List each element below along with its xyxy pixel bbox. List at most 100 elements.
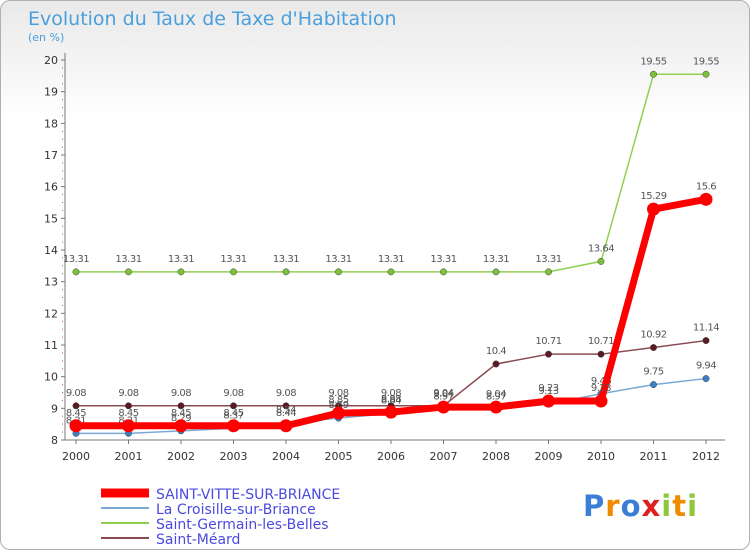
x-tick-label: 2009 [535, 450, 563, 463]
data-point [72, 268, 80, 276]
data-point [335, 268, 342, 276]
data-point [227, 419, 240, 433]
data-point [177, 268, 185, 276]
y-tick-label: 15 [44, 212, 58, 225]
y-tick-label: 11 [44, 339, 58, 352]
data-point [174, 419, 188, 433]
data-label: 13.64 [588, 243, 614, 254]
data-label: 9.04 [486, 389, 506, 400]
data-label: 13.31 [430, 254, 456, 265]
y-tick-label: 12 [44, 307, 58, 320]
data-label: 9.04 [433, 388, 453, 399]
y-tick-label: 17 [44, 149, 58, 162]
data-point [437, 400, 450, 414]
data-point [702, 375, 710, 383]
data-label: 8.88 [381, 394, 401, 405]
data-label: 10.4 [486, 346, 506, 357]
data-label: 11.14 [693, 323, 719, 334]
y-tick-label: 8 [51, 434, 58, 447]
data-point [597, 257, 605, 265]
data-point [122, 419, 135, 433]
x-tick-label: 2006 [377, 450, 405, 463]
data-label: 8.84 [381, 395, 401, 406]
data-point [702, 70, 710, 78]
data-label: 13.31 [325, 254, 351, 265]
data-label: 9.23 [538, 383, 558, 394]
x-tick-label: 2012 [692, 450, 720, 463]
data-label: 9.13 [538, 386, 558, 397]
legend-label: La Croisille-sur-Briance [156, 502, 316, 518]
data-label: 19.55 [693, 56, 719, 67]
data-label: 9.04 [433, 389, 453, 400]
data-label: 13.31 [220, 254, 246, 265]
y-axis-unit-label: (en %) [28, 31, 64, 44]
data-point [69, 419, 83, 433]
data-point [282, 268, 290, 276]
data-label: 9.08 [381, 388, 401, 399]
data-label: 9.46 [591, 376, 611, 387]
data-label: 13.31 [63, 254, 89, 265]
data-point [489, 400, 503, 414]
series-line-Saint-Germain-les-Belles [75, 73, 707, 273]
data-point [440, 268, 447, 276]
data-label: 8.45 [66, 408, 86, 419]
data-point [492, 360, 500, 368]
data-label: 9.94 [696, 361, 716, 372]
data-point [545, 268, 552, 276]
data-point [702, 337, 710, 345]
data-point [332, 406, 345, 420]
data-label: 8.85 [328, 395, 348, 406]
logo-letter: x [641, 489, 662, 523]
data-label: 9.08 [171, 388, 191, 399]
data-label: 15.29 [640, 191, 666, 202]
data-label: 15.6 [696, 181, 716, 192]
data-label: 8.45 [171, 408, 191, 419]
proxiti-logo: Proxiti [583, 489, 698, 523]
data-point [230, 402, 237, 410]
logo-letter: P [583, 489, 606, 523]
x-tick-label: 2002 [167, 450, 195, 463]
data-label: 9.75 [643, 367, 663, 378]
data-label: 9.23 [591, 383, 611, 394]
data-point [177, 402, 185, 410]
data-label: 13.31 [535, 254, 561, 265]
data-label: 8.97 [433, 391, 453, 402]
data-point [650, 70, 657, 78]
data-label: 8.44 [276, 408, 296, 419]
data-point [545, 350, 552, 358]
data-label: 9.08 [328, 388, 348, 399]
data-label: 13.31 [168, 254, 194, 265]
data-label: 10.71 [535, 336, 561, 347]
data-label: 9.08 [223, 388, 243, 399]
data-point [650, 344, 657, 351]
x-tick-label: 2005 [325, 450, 353, 463]
data-label: 19.55 [640, 56, 666, 67]
data-label: 13.31 [115, 254, 141, 265]
y-tick-label: 19 [44, 86, 58, 99]
data-point [125, 402, 132, 410]
data-point [699, 192, 713, 206]
x-tick-label: 2000 [62, 450, 90, 463]
y-tick-label: 9 [51, 402, 58, 415]
logo-letter: i [661, 489, 673, 523]
data-point [650, 381, 657, 389]
y-tick-label: 18 [44, 117, 58, 130]
logo-letter: i [687, 489, 699, 523]
data-point [594, 394, 608, 408]
x-tick-label: 2007 [430, 450, 458, 463]
data-point [230, 268, 237, 276]
logo-letter: t [672, 489, 688, 523]
data-label: 10.71 [588, 336, 614, 347]
data-label: 8.54 [276, 405, 296, 416]
data-label: 8.45 [118, 408, 138, 419]
data-label: 13.31 [483, 254, 509, 265]
data-point [279, 419, 293, 433]
x-tick-label: 2010 [587, 450, 615, 463]
x-tick-label: 2008 [482, 450, 510, 463]
y-tick-label: 14 [44, 244, 58, 257]
data-point [492, 268, 500, 276]
x-tick-label: 2011 [640, 450, 668, 463]
data-label: 9.08 [66, 388, 86, 399]
